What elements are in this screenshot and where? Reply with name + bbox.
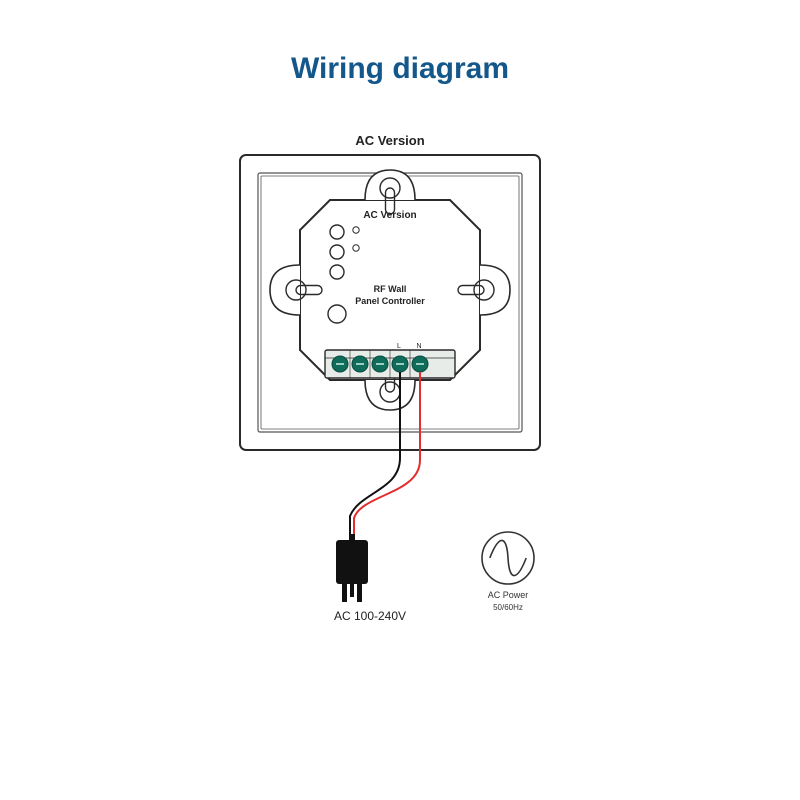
label-ac-power: AC Power	[488, 590, 529, 600]
label-panel-controller: Panel Controller	[355, 296, 425, 306]
mount-ear-bottom	[365, 380, 415, 410]
plug-prong	[357, 584, 362, 602]
sine-wave-icon	[490, 540, 526, 575]
plug-prong	[350, 584, 354, 597]
label-ac-range: AC 100-240V	[334, 609, 406, 623]
label-ac-version-inner: AC Version	[363, 210, 416, 221]
plug-prong	[342, 584, 347, 602]
page-title: Wiring diagram	[291, 52, 509, 85]
label-rf-wall: RF Wall	[374, 284, 407, 294]
wiring-diagram-canvas: Wiring diagram AC Version AC Version RF Wal…	[0, 0, 800, 800]
label-terminal-l: L	[397, 343, 401, 350]
label-terminal-n: N	[416, 343, 421, 350]
label-ac-version-top: AC Version	[355, 133, 424, 148]
plug-cable-stub	[349, 534, 355, 540]
power-plug-icon	[336, 540, 368, 584]
mount-ear-top	[365, 170, 415, 200]
label-ac-hz: 50/60Hz	[493, 603, 523, 612]
